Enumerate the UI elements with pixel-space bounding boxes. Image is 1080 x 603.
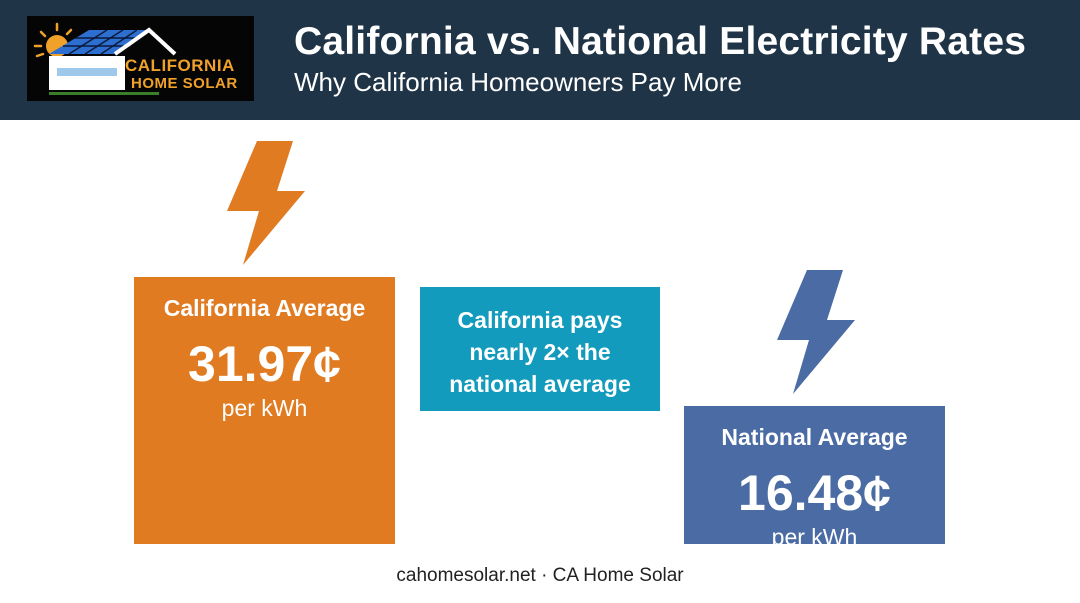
page-subtitle: Why California Homeowners Pay More: [294, 67, 742, 97]
callout-line: California pays: [457, 307, 623, 333]
bar-national: National Average 16.48¢ per kWh: [684, 406, 945, 550]
bar-california: California Average 31.97¢ per kWh: [134, 277, 395, 544]
header-banner: CALIFORNIA HOME SOLAR California vs. Nat…: [0, 0, 1080, 120]
logo-text-line1: CALIFORNIA: [125, 56, 235, 75]
bar-unit-national: per kWh: [771, 524, 858, 550]
comparison-callout: California pays nearly 2× the national a…: [420, 287, 660, 411]
california-home-solar-logo: CALIFORNIA HOME SOLAR: [27, 16, 254, 101]
bar-value-california: 31.97¢: [188, 336, 341, 392]
logo-text-line2: HOME SOLAR: [131, 75, 238, 92]
bar-label-california: California Average: [163, 295, 366, 321]
footer-credit: cahomesolar.net · CA Home Solar: [396, 565, 684, 586]
lightning-bolt-icon: [776, 270, 855, 394]
callout-line: nearly 2× the: [469, 339, 611, 365]
lightning-bolt-icon: [226, 141, 305, 265]
bar-unit-california: per kWh: [221, 395, 308, 421]
bar-value-national: 16.48¢: [738, 465, 891, 521]
bar-label-national: National Average: [721, 424, 908, 450]
solar-house-icon: [33, 22, 177, 95]
callout-line: national average: [449, 371, 631, 397]
page-title: California vs. National Electricity Rate…: [294, 20, 1027, 63]
